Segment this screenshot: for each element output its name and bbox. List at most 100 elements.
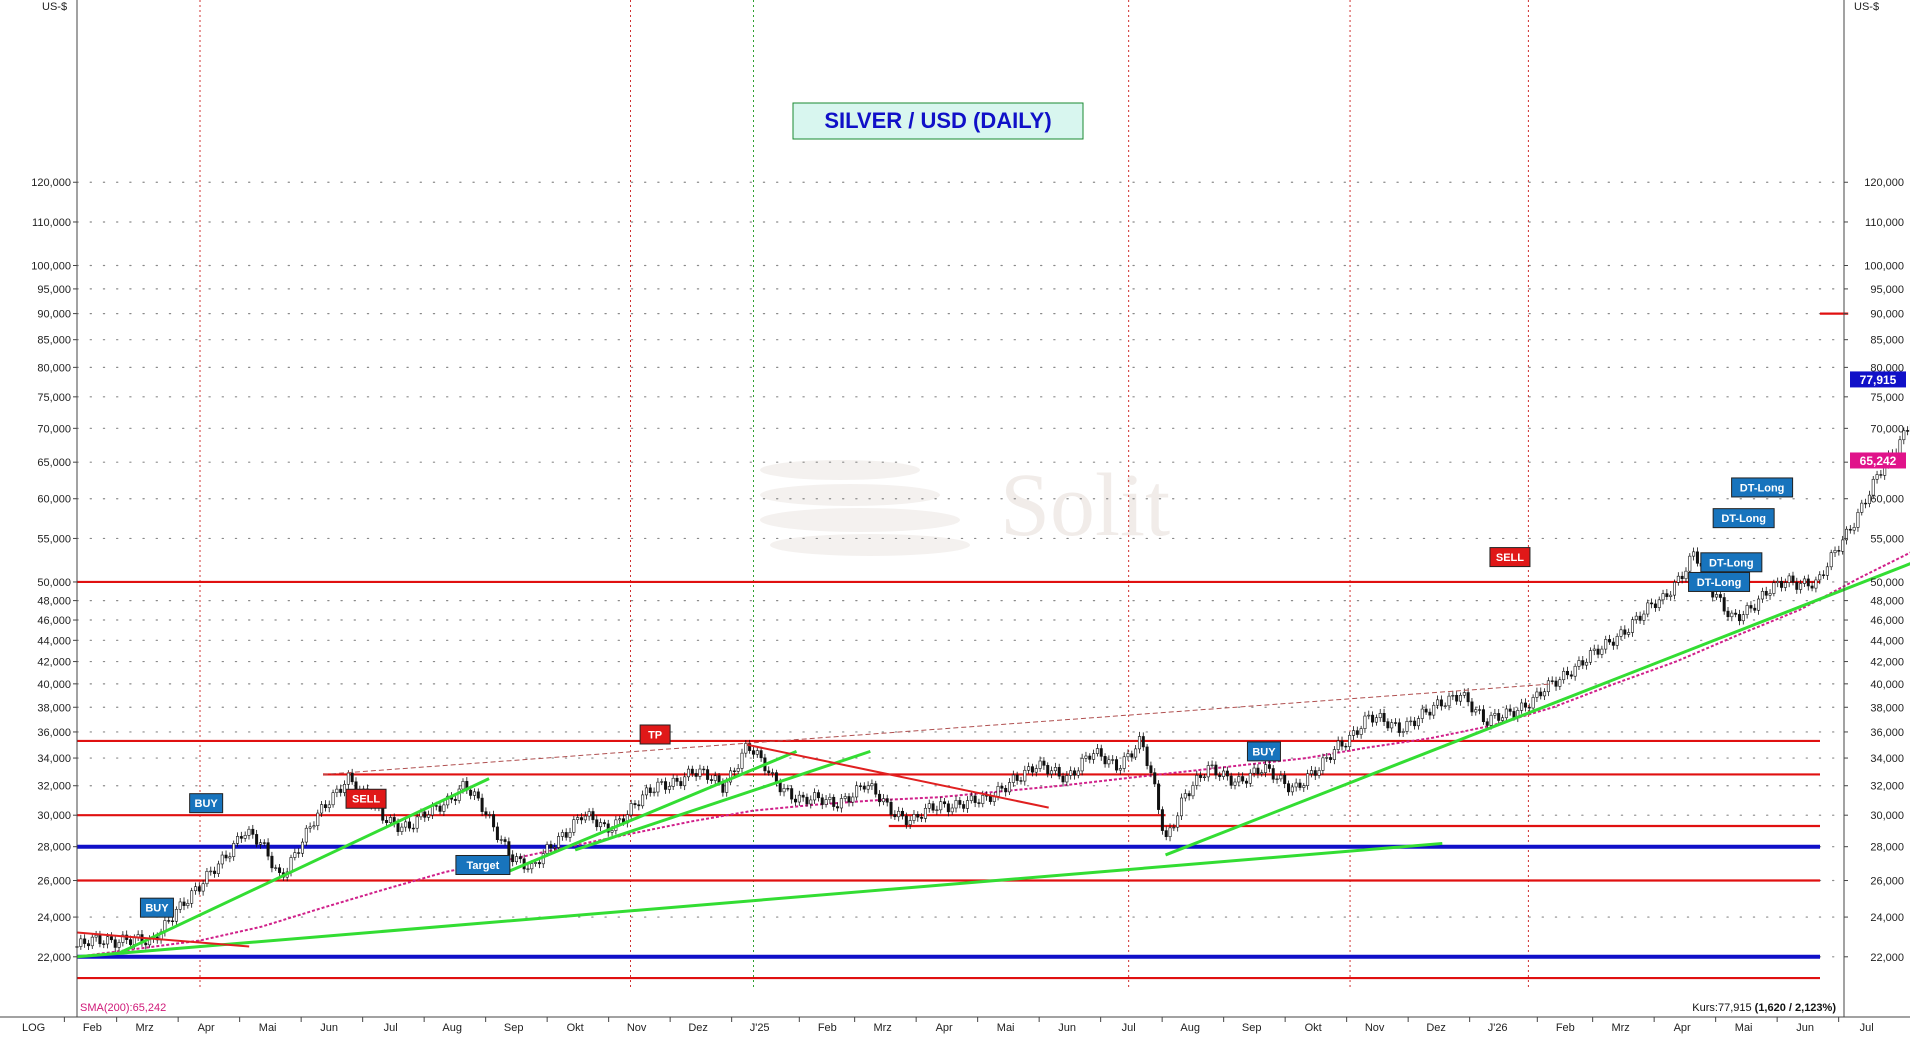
- candle: [1244, 778, 1248, 788]
- candle-body: [1822, 574, 1826, 576]
- candle-body: [1432, 704, 1436, 716]
- candle: [836, 802, 840, 812]
- candle-body: [1504, 708, 1508, 719]
- candle: [1290, 783, 1294, 796]
- candle: [262, 839, 266, 847]
- candle: [1665, 589, 1669, 600]
- x-tick-label: Dez: [1426, 1022, 1446, 1034]
- candle-body: [1596, 648, 1600, 655]
- candle-body: [1092, 753, 1096, 760]
- candle: [782, 783, 786, 797]
- candle: [1332, 746, 1336, 765]
- candle: [828, 793, 832, 804]
- candle-body: [1634, 615, 1638, 620]
- candle: [1252, 763, 1256, 778]
- candle-body: [503, 839, 507, 842]
- candle: [1294, 778, 1298, 792]
- candle: [1436, 695, 1440, 710]
- candle: [1195, 770, 1199, 790]
- candle-body: [679, 781, 683, 787]
- trend-line: [1165, 562, 1910, 857]
- candle: [270, 851, 274, 873]
- y-tick-label: 22,000: [37, 952, 71, 964]
- candle-body: [1466, 692, 1470, 703]
- signal-badge-label: SELL: [352, 794, 380, 806]
- candle: [1321, 753, 1325, 775]
- candle: [1604, 635, 1608, 654]
- candle-body: [1906, 430, 1910, 432]
- candle-body: [969, 795, 973, 801]
- candle-body: [1157, 783, 1161, 810]
- candle: [1405, 717, 1409, 735]
- candle: [446, 793, 450, 809]
- candle: [1688, 553, 1692, 576]
- candle-body: [79, 938, 83, 947]
- candle: [629, 799, 633, 819]
- candle-body: [109, 936, 113, 941]
- candle: [228, 852, 232, 863]
- candle: [935, 805, 939, 815]
- candle: [1508, 704, 1512, 716]
- candle-body: [1416, 718, 1420, 727]
- y-tick-label: 70,000: [37, 423, 71, 435]
- candle: [1394, 718, 1398, 727]
- candle-body: [576, 817, 580, 820]
- candle: [1130, 750, 1134, 762]
- candle: [1619, 625, 1623, 640]
- candle: [1642, 610, 1646, 625]
- y-tick-label: 50,000: [1870, 577, 1904, 589]
- candle-body: [1027, 766, 1031, 771]
- candle-body: [1527, 706, 1531, 709]
- candle-body: [824, 799, 828, 805]
- y-tick-label: 38,000: [37, 702, 71, 714]
- candle-body: [258, 842, 262, 845]
- candle: [1069, 766, 1073, 780]
- candle: [1374, 714, 1378, 726]
- candle-body: [518, 856, 522, 860]
- candle-body: [404, 821, 408, 828]
- candle-body: [193, 886, 197, 892]
- candle-body: [515, 856, 519, 863]
- candle: [438, 801, 442, 815]
- candle-body: [1069, 770, 1073, 776]
- candle: [1680, 571, 1684, 584]
- y-tick-label: 110,000: [1865, 217, 1904, 229]
- candle-body: [350, 772, 354, 783]
- candle: [1806, 574, 1810, 591]
- candle-body: [1734, 612, 1738, 615]
- candle-body: [977, 802, 981, 804]
- candle: [1802, 575, 1806, 587]
- candle-body: [171, 920, 175, 922]
- candle: [744, 740, 748, 758]
- candle: [1814, 576, 1818, 593]
- x-tick-label: Dez: [688, 1022, 708, 1034]
- candle-body: [962, 804, 966, 809]
- candle: [1780, 576, 1784, 592]
- candle: [602, 819, 606, 827]
- candle-body: [920, 816, 924, 819]
- candle-body: [86, 943, 90, 947]
- candle-body: [407, 821, 411, 829]
- candle-body: [262, 842, 266, 844]
- y-tick-label: 60,000: [1870, 494, 1904, 506]
- candle-body: [94, 934, 98, 938]
- x-tick-label: Okt: [567, 1022, 584, 1034]
- candle-body: [278, 867, 282, 873]
- candle-body: [1099, 748, 1103, 757]
- candle: [1030, 763, 1034, 777]
- candle-body: [1615, 636, 1619, 646]
- candle-body: [534, 862, 538, 864]
- candle-body: [388, 817, 392, 823]
- candle-body: [1665, 593, 1669, 597]
- candle: [258, 839, 262, 849]
- signal-badge-box: [139, 897, 174, 918]
- candle-body: [786, 788, 790, 790]
- candle: [587, 808, 591, 821]
- candle-body: [690, 768, 694, 774]
- candle: [664, 777, 668, 794]
- y-unit-left: US-$: [42, 1, 67, 13]
- candle: [499, 835, 503, 845]
- signal-badge-box: [639, 724, 671, 745]
- candle: [1050, 766, 1054, 779]
- candle: [1608, 634, 1612, 645]
